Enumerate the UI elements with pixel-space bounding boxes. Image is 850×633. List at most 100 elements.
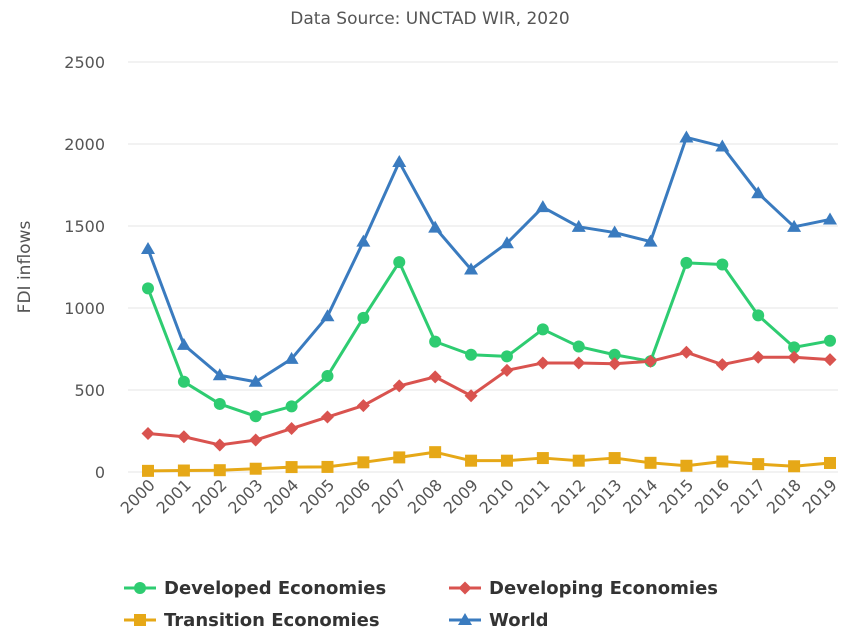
x-tick-label: 2016 (691, 475, 733, 517)
legend-label: Developed Economies (164, 578, 386, 599)
data-point (141, 426, 155, 440)
data-point (752, 309, 765, 322)
x-tick-label: 2018 (763, 475, 805, 517)
data-point (571, 219, 586, 232)
data-point (248, 374, 263, 387)
x-tick-label: 2000 (117, 475, 159, 517)
data-point (213, 464, 226, 477)
data-point (356, 399, 370, 413)
data-point (285, 461, 298, 474)
x-tick-label: 2013 (583, 475, 625, 517)
data-point (824, 456, 836, 469)
series-layer (141, 130, 837, 477)
data-point (823, 353, 837, 367)
chart-subtitle: Data Source: UNCTAD WIR, 2020 (290, 9, 569, 29)
x-tick-label: 2010 (476, 475, 518, 517)
data-point (751, 350, 765, 364)
data-point (213, 397, 226, 410)
x-tick-label: 2014 (619, 475, 661, 517)
data-point (141, 241, 155, 254)
data-point (680, 459, 693, 472)
x-tick-label: 2019 (799, 475, 841, 517)
legend-item[interactable]: Transition Economies (124, 610, 380, 631)
x-tick-label: 2003 (224, 475, 266, 517)
data-point (321, 460, 334, 473)
x-tick-label: 2007 (368, 475, 410, 517)
data-point (536, 452, 549, 465)
data-point (823, 212, 837, 225)
y-tick-label: 0 (95, 463, 105, 482)
data-point (607, 225, 622, 238)
data-point (643, 234, 658, 247)
x-tick-label: 2006 (332, 475, 374, 517)
x-tick-label: 2005 (296, 475, 338, 517)
x-tick-label: 2009 (440, 475, 482, 517)
data-point (572, 356, 586, 370)
data-point (465, 348, 478, 361)
data-point (357, 456, 370, 469)
data-point (429, 335, 442, 348)
data-point (285, 422, 299, 436)
data-point (824, 334, 836, 347)
series-world (141, 130, 837, 387)
y-tick-label: 1500 (64, 217, 105, 236)
y-axis-ticks: 0 500 1000 1500 2000 2500 (64, 53, 105, 482)
data-point (788, 341, 801, 354)
data-point (752, 458, 765, 471)
data-point (393, 256, 406, 269)
data-point (249, 462, 262, 475)
y-tick-label: 2500 (64, 53, 105, 72)
x-tick-label: 2015 (655, 475, 697, 517)
data-point (572, 454, 585, 467)
data-point (499, 236, 514, 249)
data-point (715, 358, 729, 372)
legend-marker (134, 614, 146, 626)
data-point (212, 368, 227, 381)
data-point (716, 258, 729, 271)
legend-item[interactable]: World (449, 610, 549, 631)
data-point (715, 139, 730, 152)
data-point (142, 464, 154, 477)
legend-item[interactable]: Developing Economies (449, 578, 718, 599)
legend-marker (458, 613, 472, 625)
legend-label: World (489, 610, 549, 631)
grid-lines (128, 61, 838, 473)
x-axis-ticks: 2000200120022003200420052006200720082009… (117, 475, 841, 517)
data-point (320, 410, 334, 424)
data-point (392, 155, 407, 168)
series-line (147, 350, 831, 447)
data-point (644, 354, 658, 368)
data-point (177, 375, 190, 388)
data-point (357, 311, 370, 324)
data-point (751, 186, 766, 199)
data-point (500, 454, 513, 467)
data-point (608, 357, 622, 371)
data-point (320, 309, 335, 322)
data-point (284, 351, 299, 364)
data-point (464, 389, 478, 403)
y-tick-label: 1000 (64, 299, 105, 318)
series-developing-economies (141, 345, 837, 452)
y-axis-title: FDI inflows (15, 221, 35, 314)
data-point (788, 460, 801, 473)
legend-item[interactable]: Developed Economies (124, 578, 386, 599)
data-point (213, 438, 227, 452)
data-point (249, 433, 263, 447)
data-point (787, 350, 801, 364)
data-point (608, 348, 621, 361)
x-tick-label: 2011 (511, 475, 553, 517)
series-transition-economies (142, 446, 836, 477)
x-tick-label: 2008 (404, 475, 446, 517)
data-point (249, 410, 262, 423)
data-point (679, 130, 694, 143)
data-point (787, 219, 802, 232)
data-point (176, 337, 191, 350)
x-tick-label: 2012 (547, 475, 589, 517)
data-point (177, 430, 191, 444)
data-point (392, 379, 406, 393)
x-tick-label: 2004 (260, 475, 302, 517)
y-tick-label: 2000 (64, 135, 105, 154)
data-point (716, 455, 729, 468)
legend-marker (458, 581, 472, 595)
